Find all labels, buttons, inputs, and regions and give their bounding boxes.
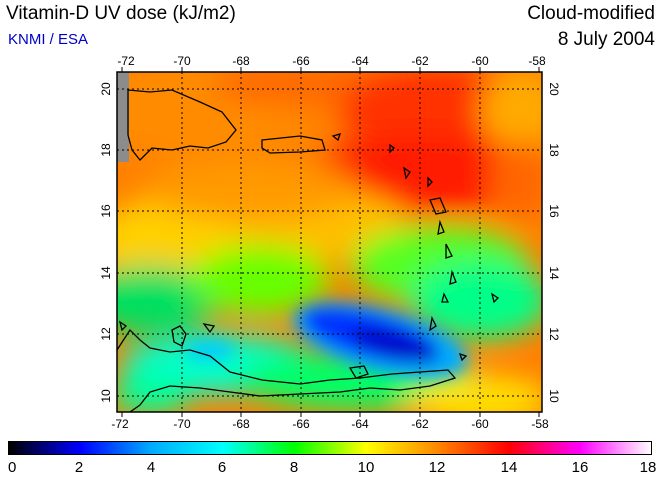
lat-label-left: 10 xyxy=(99,389,113,403)
lat-label-left: 20 xyxy=(99,82,113,96)
lon-label-top: -62 xyxy=(411,54,429,68)
lat-label-left: 12 xyxy=(99,327,113,341)
colorbar-tick: 6 xyxy=(217,459,227,476)
colorbar-tick: 10 xyxy=(357,459,375,476)
colorbar-tick: 2 xyxy=(74,459,84,476)
lon-label-bottom: -70 xyxy=(173,417,191,431)
lon-label-top: -64 xyxy=(351,54,369,68)
lon-label-top: -72 xyxy=(117,54,135,68)
lon-label-bottom: -66 xyxy=(292,417,310,431)
colorbar-tick: 14 xyxy=(500,459,518,476)
lat-label-left: 18 xyxy=(99,143,113,157)
lat-label-right: 20 xyxy=(547,82,561,96)
source-label: KNMI / ESA xyxy=(8,31,89,48)
product-label: Cloud-modified xyxy=(527,3,655,24)
map-frame xyxy=(116,71,543,413)
coastlines xyxy=(117,89,500,412)
lat-label-left: 16 xyxy=(99,204,113,218)
colorbar xyxy=(8,441,652,455)
lon-label-top: -66 xyxy=(292,54,310,68)
lon-label-top: -68 xyxy=(232,54,250,68)
uv-field xyxy=(117,72,542,412)
colorbar-tick: 0 xyxy=(8,459,17,476)
lat-label-left: 14 xyxy=(99,266,113,280)
lon-label-bottom: -62 xyxy=(411,417,429,431)
lon-label-top: -58 xyxy=(528,54,546,68)
lat-label-right: 14 xyxy=(547,266,561,280)
lat-label-right: 18 xyxy=(547,143,561,157)
lon-label-bottom: -64 xyxy=(351,417,369,431)
uv-dose-map: -72 -70 -68 -66 -64 -62 -60 -58 -72 -70 … xyxy=(99,54,561,431)
colorbar-tick: 4 xyxy=(146,459,156,476)
colorbar-tick: 18 xyxy=(639,459,657,476)
date-label: 8 July 2004 xyxy=(557,29,655,50)
colorbar-tick: 16 xyxy=(571,459,589,476)
lat-lon-grid xyxy=(117,72,542,412)
colorbar-tick: 8 xyxy=(289,459,299,476)
lon-label-top: -60 xyxy=(471,54,489,68)
lon-label-bottom: -58 xyxy=(531,417,549,431)
lon-label-bottom: -60 xyxy=(471,417,489,431)
map-title: Vitamin-D UV dose (kJ/m2) xyxy=(6,3,236,24)
lat-label-right: 16 xyxy=(547,204,561,218)
lat-label-right: 10 xyxy=(547,389,561,403)
colorbar-tick: 12 xyxy=(428,459,446,476)
lon-label-top: -70 xyxy=(173,54,191,68)
lon-label-bottom: -68 xyxy=(232,417,250,431)
lon-label-bottom: -72 xyxy=(111,417,129,431)
lat-label-right: 12 xyxy=(547,327,561,341)
